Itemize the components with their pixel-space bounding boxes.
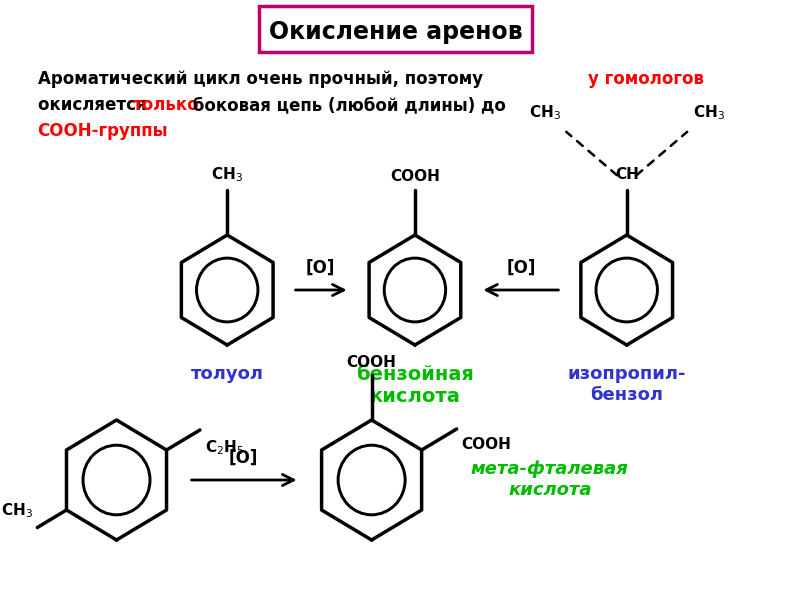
FancyBboxPatch shape — [259, 6, 532, 52]
Text: COOH: COOH — [346, 355, 397, 370]
Text: CH: CH — [614, 167, 638, 182]
Text: [O]: [O] — [506, 259, 535, 277]
Text: [O]: [O] — [229, 449, 258, 467]
Text: COOH: COOH — [462, 437, 511, 452]
Text: [O]: [O] — [306, 259, 335, 277]
Text: боковая цепь (любой длины) до: боковая цепь (любой длины) до — [186, 96, 506, 114]
Text: у гомологов: у гомологов — [588, 70, 704, 88]
Text: Ароматический цикл очень прочный, поэтому: Ароматический цикл очень прочный, поэтом… — [38, 70, 489, 88]
Text: изопропил-
бензол: изопропил- бензол — [567, 365, 686, 404]
Text: только: только — [133, 96, 199, 114]
Text: СООН-группы: СООН-группы — [38, 122, 168, 140]
Text: CH$_3$: CH$_3$ — [211, 165, 243, 184]
Text: мета-фталевая
кислота: мета-фталевая кислота — [471, 460, 629, 499]
Text: CH$_3$: CH$_3$ — [529, 103, 561, 122]
Text: COOH: COOH — [390, 169, 440, 184]
Text: бензойная
кислота: бензойная кислота — [356, 365, 474, 406]
Text: C$_2$H$_5$: C$_2$H$_5$ — [205, 438, 244, 457]
Text: толуол: толуол — [190, 365, 264, 383]
Text: CH$_3$: CH$_3$ — [693, 103, 725, 122]
Text: Окисление аренов: Окисление аренов — [269, 20, 522, 44]
Text: CH$_3$: CH$_3$ — [1, 501, 33, 520]
Text: окисляется: окисляется — [38, 96, 152, 114]
